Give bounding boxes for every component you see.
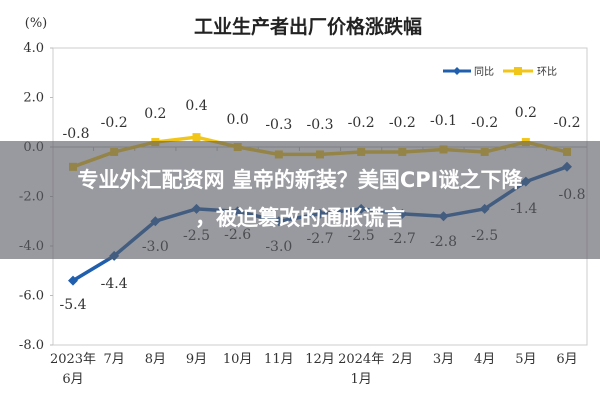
y-axis-unit: (%) bbox=[25, 16, 48, 31]
headline-line-1[interactable]: 专业外汇配资网 皇帝的新装？美国CPI谜之下降 bbox=[77, 168, 523, 192]
mom-data-label: -0.2 bbox=[471, 115, 498, 131]
mom-data-label: -0.8 bbox=[63, 126, 90, 142]
mom-data-label: -0.2 bbox=[389, 115, 416, 131]
headline-banner: 专业外汇配资网 皇帝的新装？美国CPI谜之下降 ，被迫篡改的通胀谎言 bbox=[0, 141, 600, 259]
yoy-data-label: -4.4 bbox=[101, 276, 128, 292]
x-tick-label: 1月 bbox=[351, 372, 372, 387]
x-tick-label: 5月 bbox=[515, 352, 536, 367]
headline-line-2[interactable]: ，被迫篡改的通胀谎言 bbox=[195, 206, 405, 230]
x-tick-label: 8月 bbox=[145, 352, 166, 367]
mom-data-label: -0.2 bbox=[101, 115, 128, 131]
x-tick-label: 6月 bbox=[62, 372, 83, 387]
yoy-point bbox=[68, 275, 78, 286]
x-tick-label: 12月 bbox=[305, 352, 335, 367]
x-tick-label: 10月 bbox=[223, 352, 253, 367]
chart-title: 工业生产者出厂价格涨跌幅 bbox=[194, 15, 422, 38]
mom-data-label: 0.2 bbox=[515, 105, 537, 121]
legend-mom-label: 环比 bbox=[537, 66, 557, 78]
mom-data-label: 0.4 bbox=[185, 98, 207, 114]
x-tick-label: 2023年 bbox=[50, 352, 96, 367]
x-tick-label: 11月 bbox=[264, 352, 294, 367]
mom-data-label: -0.2 bbox=[554, 115, 581, 131]
y-tick-label: -8.0 bbox=[19, 338, 44, 353]
yoy-data-label: -5.4 bbox=[60, 297, 87, 313]
mom-data-label: -0.2 bbox=[348, 115, 375, 131]
x-tick-label: 9月 bbox=[186, 352, 207, 367]
x-tick-label: 2024年 bbox=[338, 352, 384, 367]
x-tick-label: 4月 bbox=[474, 352, 495, 367]
mom-data-label: -0.3 bbox=[265, 117, 292, 133]
x-tick-label: 6月 bbox=[556, 352, 577, 367]
y-tick-label: -6.0 bbox=[19, 289, 44, 304]
y-tick-label: 4.0 bbox=[23, 41, 44, 56]
legend-yoy-marker bbox=[453, 67, 461, 75]
mom-data-label: 0.2 bbox=[144, 106, 166, 122]
legend-mom-marker bbox=[514, 67, 522, 75]
legend-yoy-label: 同比 bbox=[474, 66, 494, 78]
x-tick-label: 3月 bbox=[433, 352, 454, 367]
x-tick-label: 7月 bbox=[104, 352, 125, 367]
mom-data-label: -0.1 bbox=[430, 113, 457, 129]
mom-point bbox=[192, 133, 201, 142]
mom-data-label: -0.3 bbox=[307, 117, 334, 133]
mom-data-label: 0.0 bbox=[227, 112, 249, 128]
x-tick-label: 2月 bbox=[392, 352, 413, 367]
y-tick-label: 2.0 bbox=[23, 91, 44, 106]
legend: 同比 环比 bbox=[443, 66, 557, 78]
